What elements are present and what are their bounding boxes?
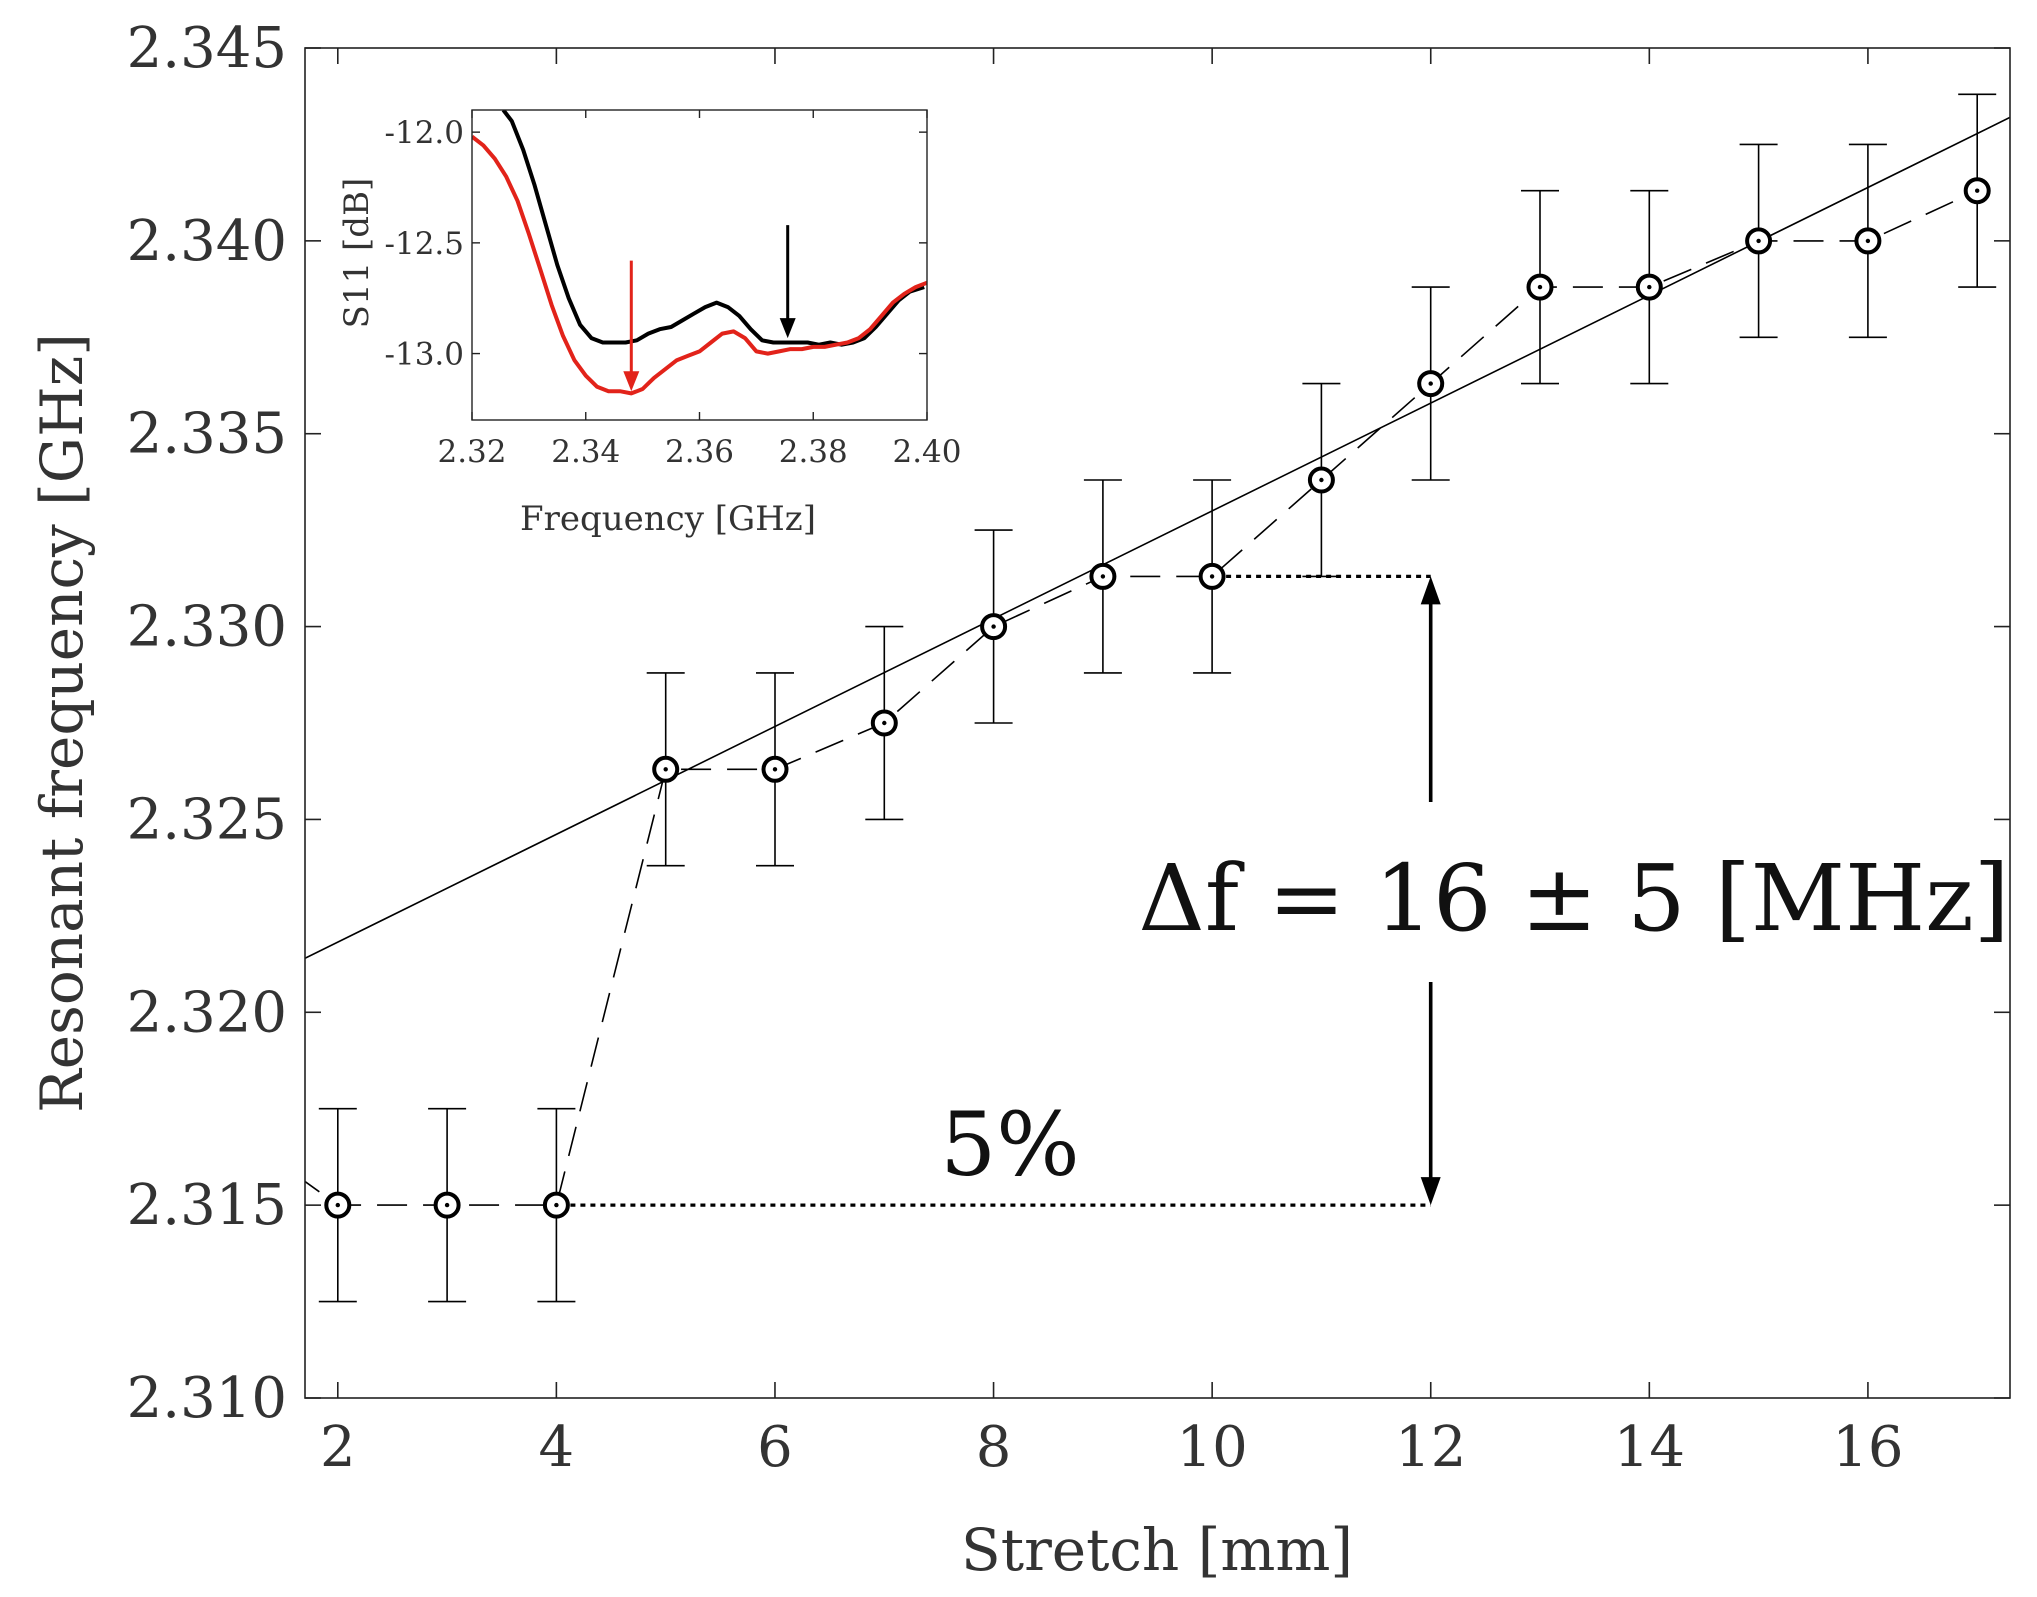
main-y-tick-label: 2.320 — [127, 980, 287, 1045]
main-plot-frame — [304, 47, 2011, 1399]
main-x-axis-title: Stretch [mm] — [961, 1516, 1353, 1584]
main-y-tick-label: 2.340 — [127, 209, 287, 274]
bracket-arrow-up-head — [1420, 576, 1441, 605]
inset-chart: 2.32 2.34 2.36 2.38 2.40 -12.0 -12.5 -13.0 Freq… — [337, 109, 962, 539]
data-point-center-dot — [991, 624, 996, 629]
main-annotations — [570, 574, 1441, 1207]
data-point-center-dot — [1428, 381, 1433, 386]
main-y-tick-label: 2.345 — [127, 16, 287, 81]
data-point-group — [318, 1107, 357, 1303]
data-point-group — [428, 1107, 467, 1303]
main-y-tick-label: 2.330 — [127, 595, 287, 660]
inset-x-tick-label: 2.36 — [665, 434, 734, 470]
main-x-tick-label: 12 — [1395, 1415, 1466, 1480]
main-x-tick-label: 4 — [539, 1415, 575, 1480]
inset-plot-area — [472, 110, 927, 420]
inset-arrow-head — [623, 371, 640, 392]
main-y-tick-label: 2.325 — [127, 787, 287, 852]
main-chart: 2 4 6 8 10 12 14 16 2.310 2.315 2.320 2.325 2.330 2.3… — [28, 16, 2011, 1584]
data-point-group — [646, 672, 685, 867]
inset-y-tick-label: -12.0 — [385, 115, 465, 151]
main-x-tick-label: 2 — [320, 1415, 356, 1480]
inset-ticks — [471, 110, 928, 420]
data-point-center-dot — [1647, 284, 1652, 290]
data-point-group — [1958, 93, 1997, 288]
main-x-tick-label: 16 — [1832, 1415, 1903, 1480]
percent-annotation: 5% — [940, 1093, 1080, 1196]
data-point-group — [1739, 143, 1778, 339]
main-x-tick-label: 10 — [1177, 1415, 1248, 1480]
data-point-group — [1193, 479, 1232, 674]
main-ticks — [305, 47, 2010, 1399]
main-y-tick-label: 2.315 — [127, 1173, 287, 1238]
main-marks — [305, 93, 2010, 1303]
data-point-center-dot — [663, 767, 668, 772]
bracket-arrow-down-head — [1420, 1177, 1441, 1206]
data-point-group — [865, 625, 904, 821]
inset-x-tick-label: 2.40 — [892, 434, 961, 470]
inset-marks — [472, 110, 927, 396]
data-point-center-dot — [1537, 284, 1543, 290]
data-point-group — [1302, 382, 1341, 578]
data-point-center-dot — [772, 767, 778, 772]
main-x-tick-label: 6 — [757, 1415, 793, 1480]
inset-x-axis-title: Frequency [GHz] — [520, 499, 816, 539]
data-point-group — [1083, 479, 1122, 674]
data-point-center-dot — [1756, 238, 1761, 244]
data-point-center-dot — [1865, 238, 1871, 244]
s11-curve-red — [472, 135, 927, 396]
inset-x-tick-label: 2.38 — [779, 434, 848, 470]
data-point-center-dot — [1319, 477, 1324, 483]
data-point-center-dot — [1209, 574, 1215, 579]
data-point-group — [1411, 286, 1450, 481]
inset-tick-labels: 2.32 2.34 2.36 2.38 2.40 -12.0 -12.5 -13.0 — [385, 115, 962, 470]
main-tick-labels: 2 4 6 8 10 12 14 16 2.310 2.315 2.320 2.325 2.330 2.3… — [127, 16, 1904, 1480]
inset-x-tick-label: 2.32 — [437, 434, 506, 470]
data-point-group — [1848, 143, 1887, 339]
data-point-group — [1630, 189, 1669, 385]
inset-x-tick-label: 2.34 — [551, 434, 620, 470]
data-point-center-dot — [444, 1202, 450, 1208]
main-x-tick-label: 14 — [1614, 1415, 1685, 1480]
data-point-center-dot — [1975, 188, 1980, 193]
inset-y-tick-label: -12.5 — [385, 226, 465, 262]
data-point-center-dot — [554, 1202, 559, 1208]
inset-arrow-head — [779, 318, 796, 339]
inset-y-tick-label: -13.0 — [385, 337, 465, 373]
data-point-group — [537, 1107, 576, 1303]
data-point-center-dot — [1100, 574, 1106, 579]
linear-fit-line — [305, 116, 2010, 960]
data-point-group — [756, 672, 794, 867]
inset-y-axis-title: S11 [dB] — [337, 178, 377, 329]
delta-f-annotation: Δf = 16 ± 5 [MHz] — [1138, 845, 2009, 952]
data-point-center-dot — [335, 1202, 340, 1208]
main-y-tick-label: 2.310 — [127, 1366, 287, 1431]
data-point-group — [1521, 189, 1559, 385]
data-point-center-dot — [882, 720, 887, 726]
main-y-tick-label: 2.335 — [127, 402, 287, 467]
data-point-group — [974, 529, 1013, 724]
main-y-axis-title: Resonant frequency [GHz] — [28, 333, 96, 1113]
main-x-tick-label: 8 — [976, 1415, 1012, 1480]
